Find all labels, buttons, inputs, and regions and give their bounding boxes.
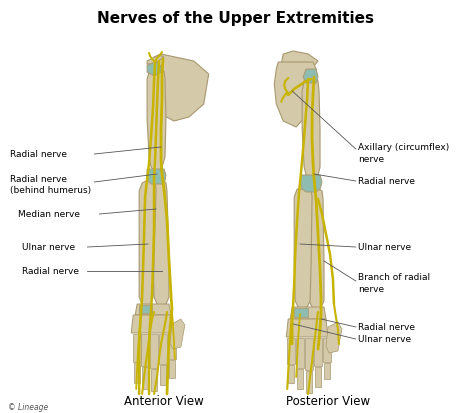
Text: Radial nerve: Radial nerve <box>22 267 79 276</box>
Text: Posterior View: Posterior View <box>286 394 370 408</box>
Polygon shape <box>153 182 169 306</box>
Polygon shape <box>326 322 342 353</box>
Polygon shape <box>159 334 167 364</box>
Text: Ulnar nerve: Ulnar nerve <box>358 243 411 252</box>
Polygon shape <box>274 63 316 128</box>
Polygon shape <box>302 78 320 180</box>
Text: Radial nerve: Radial nerve <box>10 150 67 159</box>
Polygon shape <box>142 367 148 389</box>
Polygon shape <box>151 369 157 391</box>
Polygon shape <box>324 363 330 379</box>
Polygon shape <box>308 190 324 309</box>
Polygon shape <box>288 365 294 383</box>
Polygon shape <box>147 63 161 77</box>
Text: Median nerve: Median nerve <box>18 210 80 219</box>
Text: Ulnar nerve: Ulnar nerve <box>22 243 75 252</box>
Polygon shape <box>134 363 140 383</box>
Text: Radial nerve: Radial nerve <box>358 323 415 332</box>
Polygon shape <box>294 308 308 317</box>
Polygon shape <box>139 180 156 306</box>
Polygon shape <box>306 371 312 393</box>
Text: nerve: nerve <box>358 155 384 164</box>
Polygon shape <box>170 319 185 349</box>
Polygon shape <box>300 176 322 192</box>
Polygon shape <box>315 367 321 387</box>
Polygon shape <box>287 338 295 364</box>
Polygon shape <box>150 334 158 368</box>
Polygon shape <box>297 369 303 389</box>
Text: Nerves of the Upper Extremities: Nerves of the Upper Extremities <box>97 10 374 26</box>
Polygon shape <box>160 365 166 385</box>
Text: nerve: nerve <box>358 285 384 294</box>
Polygon shape <box>147 70 166 171</box>
Polygon shape <box>290 307 326 319</box>
Polygon shape <box>147 170 166 185</box>
Text: © Lineage: © Lineage <box>8 403 48 411</box>
Text: Radial nerve: Radial nerve <box>10 175 67 184</box>
Polygon shape <box>131 315 173 333</box>
Polygon shape <box>169 360 175 378</box>
Text: Anterior View: Anterior View <box>124 394 204 408</box>
Polygon shape <box>135 304 171 315</box>
Polygon shape <box>305 338 313 370</box>
Polygon shape <box>286 319 328 337</box>
Polygon shape <box>133 334 141 362</box>
Polygon shape <box>139 305 152 313</box>
Polygon shape <box>303 70 318 84</box>
Polygon shape <box>323 338 331 362</box>
Polygon shape <box>296 338 304 368</box>
Text: Ulnar nerve: Ulnar nerve <box>358 335 411 344</box>
Polygon shape <box>141 334 149 366</box>
Polygon shape <box>154 55 209 122</box>
Polygon shape <box>281 52 318 75</box>
Polygon shape <box>168 334 176 359</box>
Text: Radial nerve: Radial nerve <box>358 177 415 186</box>
Text: Branch of radial: Branch of radial <box>358 273 430 282</box>
Polygon shape <box>314 338 322 366</box>
Polygon shape <box>147 56 164 65</box>
Text: (behind humerus): (behind humerus) <box>10 186 91 195</box>
Text: Axillary (circumflex): Axillary (circumflex) <box>358 143 449 152</box>
Polygon shape <box>294 188 312 309</box>
